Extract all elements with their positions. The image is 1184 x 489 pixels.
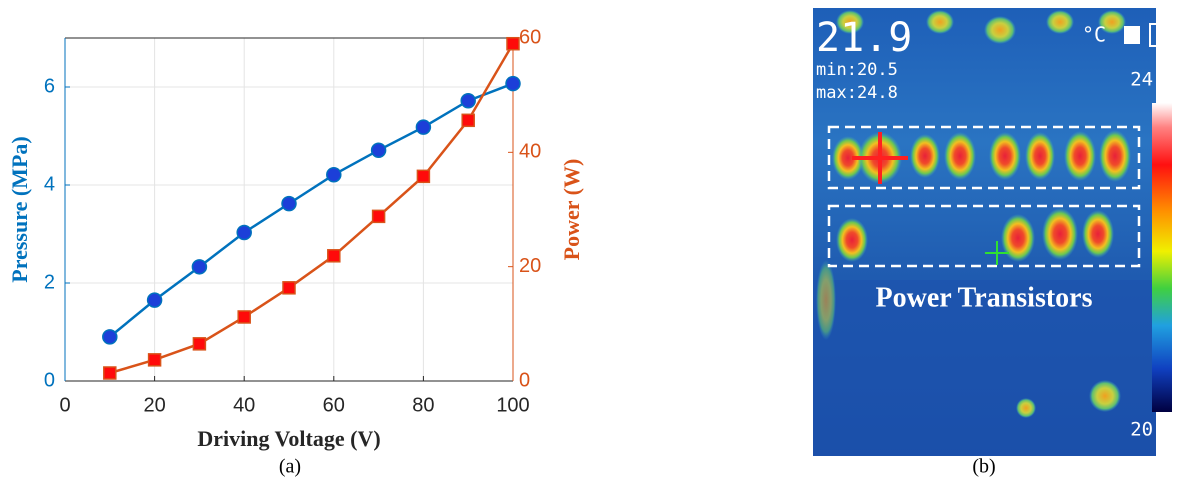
- caption: (b): [972, 456, 995, 478]
- y2-tick-label: 40: [519, 141, 541, 163]
- y2-tick-label: 0: [519, 369, 530, 391]
- marker: [371, 209, 386, 224]
- unit: °C: [1082, 23, 1106, 47]
- marker: [326, 166, 342, 183]
- max-crosshair: [852, 132, 908, 184]
- marker: [236, 224, 252, 241]
- max-label: max:24.8: [816, 83, 898, 103]
- y2-axis-label: Power (W): [559, 159, 584, 261]
- marker: [327, 249, 341, 263]
- x-tick-label: 60: [323, 394, 345, 416]
- y2-tick-label: 60: [519, 26, 541, 48]
- marker: [461, 113, 475, 128]
- x-tick-label: 20: [143, 394, 165, 416]
- annotation: Power Transistors: [876, 282, 1093, 313]
- marker: [505, 75, 521, 92]
- scale-max: 24.8: [1130, 69, 1176, 91]
- y-axis-label: Pressure (MPa): [7, 136, 32, 282]
- x-axis-label: Driving Voltage (V): [197, 426, 380, 451]
- marker: [102, 329, 118, 345]
- series-line: [109, 43, 515, 375]
- center-crosshair: [985, 241, 1009, 265]
- marker: [282, 281, 296, 295]
- battery-icon: [1149, 23, 1165, 47]
- color-bar: [1152, 103, 1172, 412]
- min-label: min:20.5: [816, 60, 898, 80]
- marker: [281, 195, 297, 212]
- marker: [415, 119, 432, 135]
- hot-spots: [816, 10, 1131, 418]
- series-line: [109, 82, 514, 338]
- marker: [506, 36, 520, 51]
- temperature-reading: 21.9: [816, 15, 912, 61]
- scale-min: 20.5: [1130, 419, 1176, 441]
- thermal-image: 21.9 min:20.5 max:24.8 °C 24.8 20.5 Powe…: [813, 8, 1176, 456]
- selection-box: [827, 204, 1141, 268]
- marker: [191, 259, 208, 275]
- marker: [103, 366, 117, 380]
- marker: [147, 353, 162, 367]
- thermal-shade: [813, 280, 1156, 456]
- marker: [370, 142, 387, 158]
- x-tick-label: 0: [59, 394, 70, 416]
- marker: [146, 292, 163, 308]
- x-tick-label: 40: [233, 394, 255, 416]
- sd-icon: [1124, 26, 1140, 44]
- y-tick-label: 2: [44, 271, 55, 293]
- caption: (a): [279, 456, 301, 478]
- y-tick-label: 6: [44, 75, 55, 97]
- x-tick-label: 100: [496, 394, 529, 416]
- marker: [237, 310, 251, 324]
- marker: [416, 169, 431, 184]
- y-tick-label: 0: [44, 369, 55, 391]
- y2-tick-label: 20: [519, 255, 541, 277]
- marker: [192, 337, 207, 351]
- selection-box: [827, 125, 1141, 190]
- marker: [460, 92, 476, 109]
- y-tick-label: 4: [44, 173, 55, 195]
- x-tick-label: 80: [412, 394, 434, 416]
